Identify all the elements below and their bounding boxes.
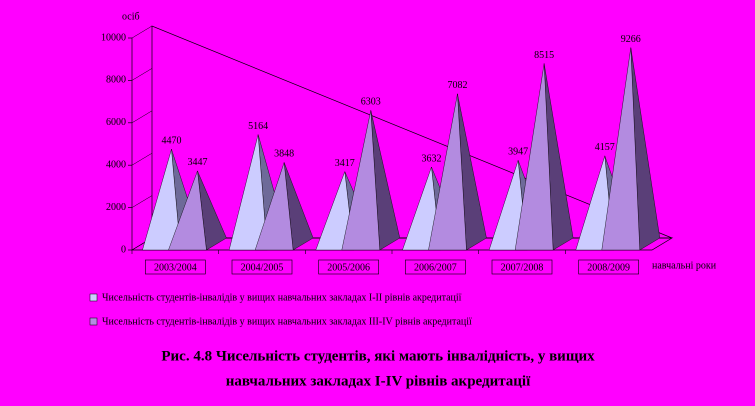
value-label: 5164 bbox=[248, 121, 268, 132]
x-tick-label: 2007/2008 bbox=[501, 262, 544, 273]
x-tick-box bbox=[145, 259, 206, 275]
y-tick-label: 6000 bbox=[106, 117, 126, 128]
x-tick-box bbox=[318, 259, 379, 275]
y-tick-label: 10000 bbox=[101, 32, 126, 43]
value-label: 3447 bbox=[187, 157, 207, 168]
value-label: 3632 bbox=[421, 153, 441, 164]
pyramid bbox=[168, 170, 207, 251]
y-tick-label: 0 bbox=[121, 244, 126, 255]
wall-tick bbox=[131, 25, 153, 39]
x-tick-label: 2003/2004 bbox=[154, 262, 197, 273]
x-axis-label: навчальні роки bbox=[652, 260, 717, 271]
pyramid bbox=[601, 47, 641, 251]
wall-tick bbox=[131, 110, 153, 124]
value-label: 6303 bbox=[361, 97, 381, 108]
wall-tick bbox=[131, 195, 153, 208]
y-axis-label: осіб bbox=[122, 11, 140, 22]
x-tick-box bbox=[405, 259, 466, 275]
x-tick-box bbox=[491, 259, 553, 275]
value-label: 4470 bbox=[161, 136, 181, 147]
x-tick-label: 2004/2005 bbox=[241, 262, 284, 273]
value-label: 7082 bbox=[447, 80, 467, 91]
value-label: 3417 bbox=[335, 158, 355, 169]
value-label: 3947 bbox=[508, 147, 528, 158]
y-tick-label: 4000 bbox=[106, 159, 126, 170]
pyramid bbox=[142, 149, 181, 251]
value-label: 4157 bbox=[595, 142, 615, 153]
legend-label: Чисельність студентів-інвалідів у вищих … bbox=[102, 316, 472, 327]
x-tick-box bbox=[231, 259, 293, 275]
x-tick-label: 2006/2007 bbox=[414, 262, 457, 273]
value-label: 3848 bbox=[274, 149, 294, 160]
pyramid bbox=[254, 162, 294, 251]
x-tick-label: 2005/2006 bbox=[327, 262, 370, 273]
legend-label: Чисельність студентів-інвалідів у вищих … bbox=[102, 292, 462, 303]
wall-tick bbox=[131, 68, 153, 81]
x-tick-box bbox=[578, 259, 639, 275]
value-label: 8515 bbox=[534, 50, 554, 61]
pyramid bbox=[315, 171, 355, 251]
pyramid bbox=[228, 134, 268, 251]
y-tick-label: 8000 bbox=[106, 75, 126, 86]
pyramid bbox=[514, 63, 554, 251]
pyramid bbox=[428, 93, 467, 251]
pyramid bbox=[341, 110, 381, 251]
value-label: 9266 bbox=[621, 34, 641, 45]
x-tick-label: 2008/2009 bbox=[587, 262, 630, 273]
wall-tick bbox=[131, 152, 153, 166]
pyramid bbox=[402, 166, 441, 251]
legend-swatch bbox=[89, 293, 98, 302]
legend-swatch bbox=[89, 317, 98, 326]
y-tick-label: 2000 bbox=[106, 202, 126, 213]
caption: Рис. 4.8 Чисельність студентів, які мают… bbox=[161, 348, 595, 364]
caption: навчальних закладах I-IV рівнів акредита… bbox=[226, 373, 531, 389]
